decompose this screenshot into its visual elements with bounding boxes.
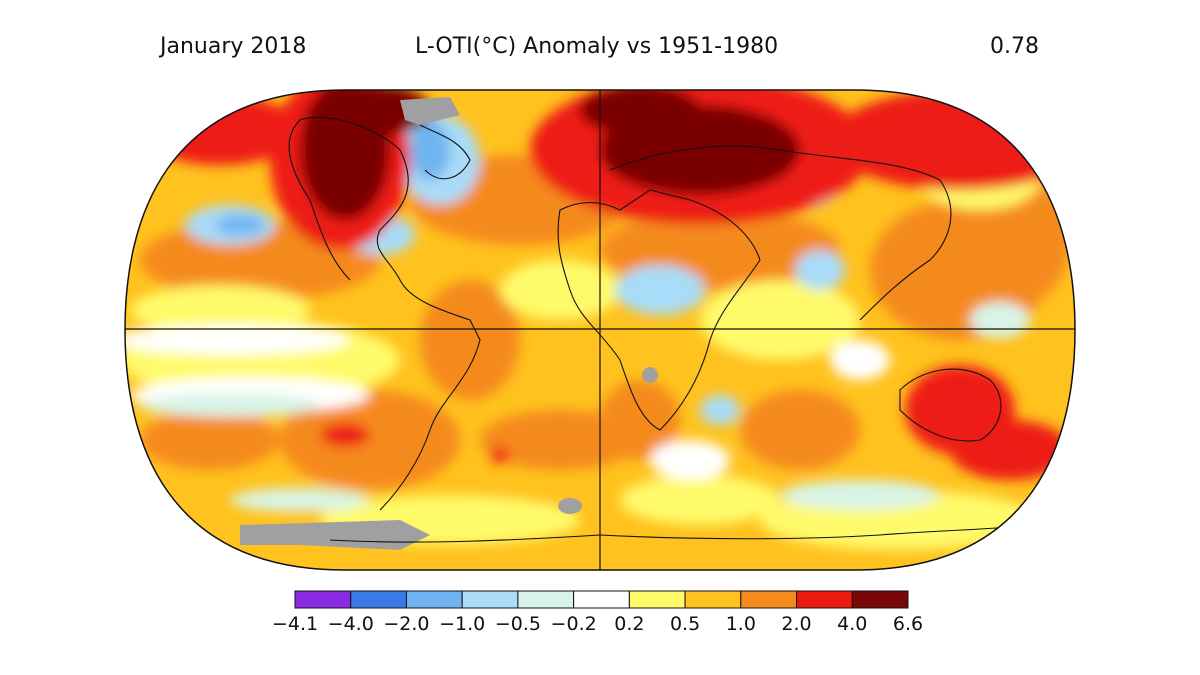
legend-swatch (851, 590, 909, 609)
legend-colorbar (294, 590, 909, 609)
legend-swatch (684, 590, 742, 609)
map-period-label: January 2018 (160, 34, 307, 59)
legend-swatch (628, 590, 686, 609)
legend-swatch (405, 590, 463, 609)
legend-swatch (294, 590, 352, 609)
global-mean-value: 0.78 (990, 34, 1039, 59)
coastlines (288, 116, 1031, 543)
legend-swatch (517, 590, 575, 609)
legend-swatch (740, 590, 798, 609)
legend-swatch (461, 590, 519, 609)
legend-swatch (350, 590, 407, 609)
globe-outline (124, 89, 1076, 571)
legend-swatch (796, 590, 853, 609)
map-title: L-OTI(°C) Anomaly vs 1951-1980 (415, 34, 779, 59)
legend-swatch (573, 590, 630, 609)
